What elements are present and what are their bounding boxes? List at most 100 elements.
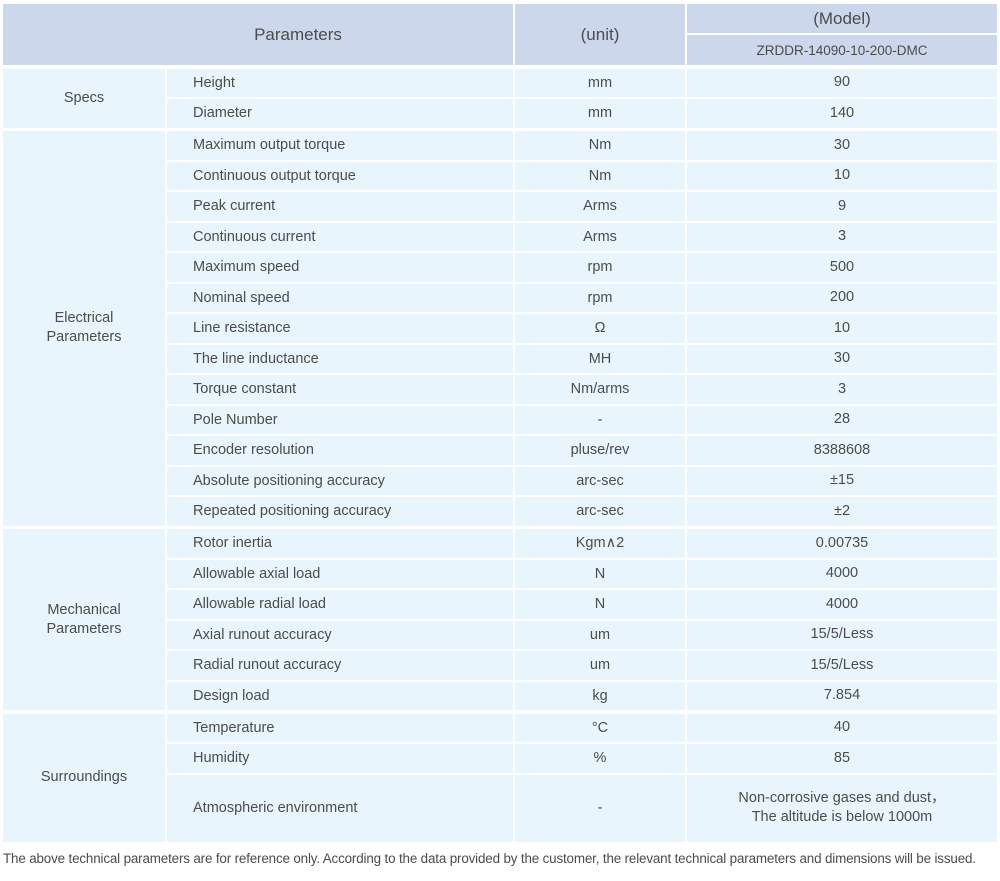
- value-cell: 0.00735: [687, 529, 997, 558]
- value-cell: 85: [687, 744, 997, 773]
- group-label-cell: Specs: [3, 68, 165, 128]
- unit-cell: kg: [515, 681, 685, 710]
- parameter-cell: The line inductance: [167, 344, 513, 373]
- parameter-cell: Continuous current: [167, 222, 513, 251]
- parameter-group: Mechanical Parameters Rotor inertia Kgm∧…: [3, 529, 997, 710]
- value-cell: 10: [687, 161, 997, 190]
- table-row: Line resistance Ω 10: [167, 314, 997, 343]
- table-row: Humidity % 85: [167, 744, 997, 773]
- table-row: Design load kg 7.854: [167, 681, 997, 710]
- value-cell: 500: [687, 253, 997, 282]
- header-parameters-label: Parameters: [254, 24, 342, 44]
- table-row: Radial runout accuracy um 15/5/Less: [167, 651, 997, 680]
- table-row: Axial runout accuracy um 15/5/Less: [167, 620, 997, 649]
- value-cell: 200: [687, 283, 997, 312]
- value-cell: 140: [687, 99, 997, 128]
- parameter-cell: Temperature: [167, 713, 513, 742]
- value-cell: 9: [687, 192, 997, 221]
- table-row: Maximum output torque Nm 30: [167, 131, 997, 160]
- unit-cell: Arms: [515, 192, 685, 221]
- value-cell: ±15: [687, 466, 997, 495]
- table-body: Specs Height mm 90 Diameter mm 140 Elect…: [3, 68, 997, 842]
- value-cell: 8388608: [687, 436, 997, 465]
- unit-cell: um: [515, 620, 685, 649]
- parameter-cell: Repeated positioning accuracy: [167, 497, 513, 526]
- header-unit-cell: (unit): [515, 4, 685, 65]
- parameter-cell: Line resistance: [167, 314, 513, 343]
- value-cell: 28: [687, 405, 997, 434]
- table-row: Continuous current Arms 3: [167, 222, 997, 251]
- table-row: Atmospheric environment - Non-corrosive …: [167, 774, 997, 842]
- value-cell: Non-corrosive gases and dust， The altitu…: [687, 774, 997, 842]
- spec-table: Parameters (unit) (Model) ZRDDR-14090-10…: [3, 4, 997, 842]
- table-row: Maximum speed rpm 500: [167, 253, 997, 282]
- group-rows: Temperature °C 40 Humidity % 85 Atmosphe…: [167, 713, 997, 842]
- unit-cell: mm: [515, 99, 685, 128]
- unit-cell: arc-sec: [515, 466, 685, 495]
- value-cell: 4000: [687, 590, 997, 619]
- table-row: Diameter mm 140: [167, 99, 997, 128]
- unit-cell: N: [515, 559, 685, 588]
- unit-cell: pluse/rev: [515, 436, 685, 465]
- parameter-cell: Allowable axial load: [167, 559, 513, 588]
- parameter-cell: Height: [167, 68, 513, 97]
- header-model-label: (Model): [687, 4, 997, 35]
- header-model-cell: (Model) ZRDDR-14090-10-200-DMC: [687, 4, 997, 65]
- table-row: Temperature °C 40: [167, 713, 997, 742]
- value-cell: 15/5/Less: [687, 620, 997, 649]
- parameter-cell: Radial runout accuracy: [167, 651, 513, 680]
- unit-cell: Nm/arms: [515, 375, 685, 404]
- parameter-cell: Design load: [167, 681, 513, 710]
- unit-cell: °C: [515, 713, 685, 742]
- header-model-value: ZRDDR-14090-10-200-DMC: [756, 42, 928, 58]
- unit-cell: arc-sec: [515, 497, 685, 526]
- value-cell: 30: [687, 131, 997, 160]
- group-label-cell: Surroundings: [3, 713, 165, 842]
- table-row: The line inductance MH 30: [167, 344, 997, 373]
- unit-cell: Nm: [515, 131, 685, 160]
- value-cell: 15/5/Less: [687, 651, 997, 680]
- group-rows: Rotor inertia Kgm∧2 0.00735 Allowable ax…: [167, 529, 997, 710]
- value-cell: 4000: [687, 559, 997, 588]
- group-label-text: Specs: [63, 89, 105, 106]
- table-row: Allowable axial load N 4000: [167, 559, 997, 588]
- parameter-group: Surroundings Temperature °C 40 Humidity …: [3, 713, 997, 842]
- group-label-text: Mechanical Parameters: [46, 601, 122, 637]
- footer-note: The above technical parameters are for r…: [3, 850, 976, 866]
- unit-cell: rpm: [515, 283, 685, 312]
- table-header-row: Parameters (unit) (Model) ZRDDR-14090-10…: [3, 4, 997, 65]
- group-rows: Height mm 90 Diameter mm 140: [167, 68, 997, 128]
- value-cell: 10: [687, 314, 997, 343]
- table-row: Height mm 90: [167, 68, 997, 97]
- parameter-cell: Encoder resolution: [167, 436, 513, 465]
- parameter-cell: Diameter: [167, 99, 513, 128]
- table-row: Encoder resolution pluse/rev 8388608: [167, 436, 997, 465]
- parameter-cell: Allowable radial load: [167, 590, 513, 619]
- unit-cell: MH: [515, 344, 685, 373]
- unit-cell: rpm: [515, 253, 685, 282]
- table-row: Nominal speed rpm 200: [167, 283, 997, 312]
- table-row: Continuous output torque Nm 10: [167, 161, 997, 190]
- parameter-cell: Humidity: [167, 744, 513, 773]
- header-unit-label: (unit): [580, 24, 620, 44]
- value-cell: 30: [687, 344, 997, 373]
- parameter-cell: Torque constant: [167, 375, 513, 404]
- table-row: Torque constant Nm/arms 3: [167, 375, 997, 404]
- value-cell: 90: [687, 68, 997, 97]
- group-label-text: Surroundings: [40, 769, 128, 785]
- parameter-group: Electrical Parameters Maximum output tor…: [3, 131, 997, 526]
- parameter-cell: Rotor inertia: [167, 529, 513, 558]
- value-cell: 7.854: [687, 681, 997, 710]
- table-row: Pole Number - 28: [167, 405, 997, 434]
- unit-cell: -: [515, 405, 685, 434]
- value-cell: ±2: [687, 497, 997, 526]
- unit-cell: %: [515, 744, 685, 773]
- parameter-cell: Pole Number: [167, 405, 513, 434]
- table-row: Repeated positioning accuracy arc-sec ±2: [167, 497, 997, 526]
- group-label-cell: Electrical Parameters: [3, 131, 165, 526]
- value-cell: 3: [687, 222, 997, 251]
- unit-cell: Nm: [515, 161, 685, 190]
- table-row: Peak current Arms 9: [167, 192, 997, 221]
- value-cell: 3: [687, 375, 997, 404]
